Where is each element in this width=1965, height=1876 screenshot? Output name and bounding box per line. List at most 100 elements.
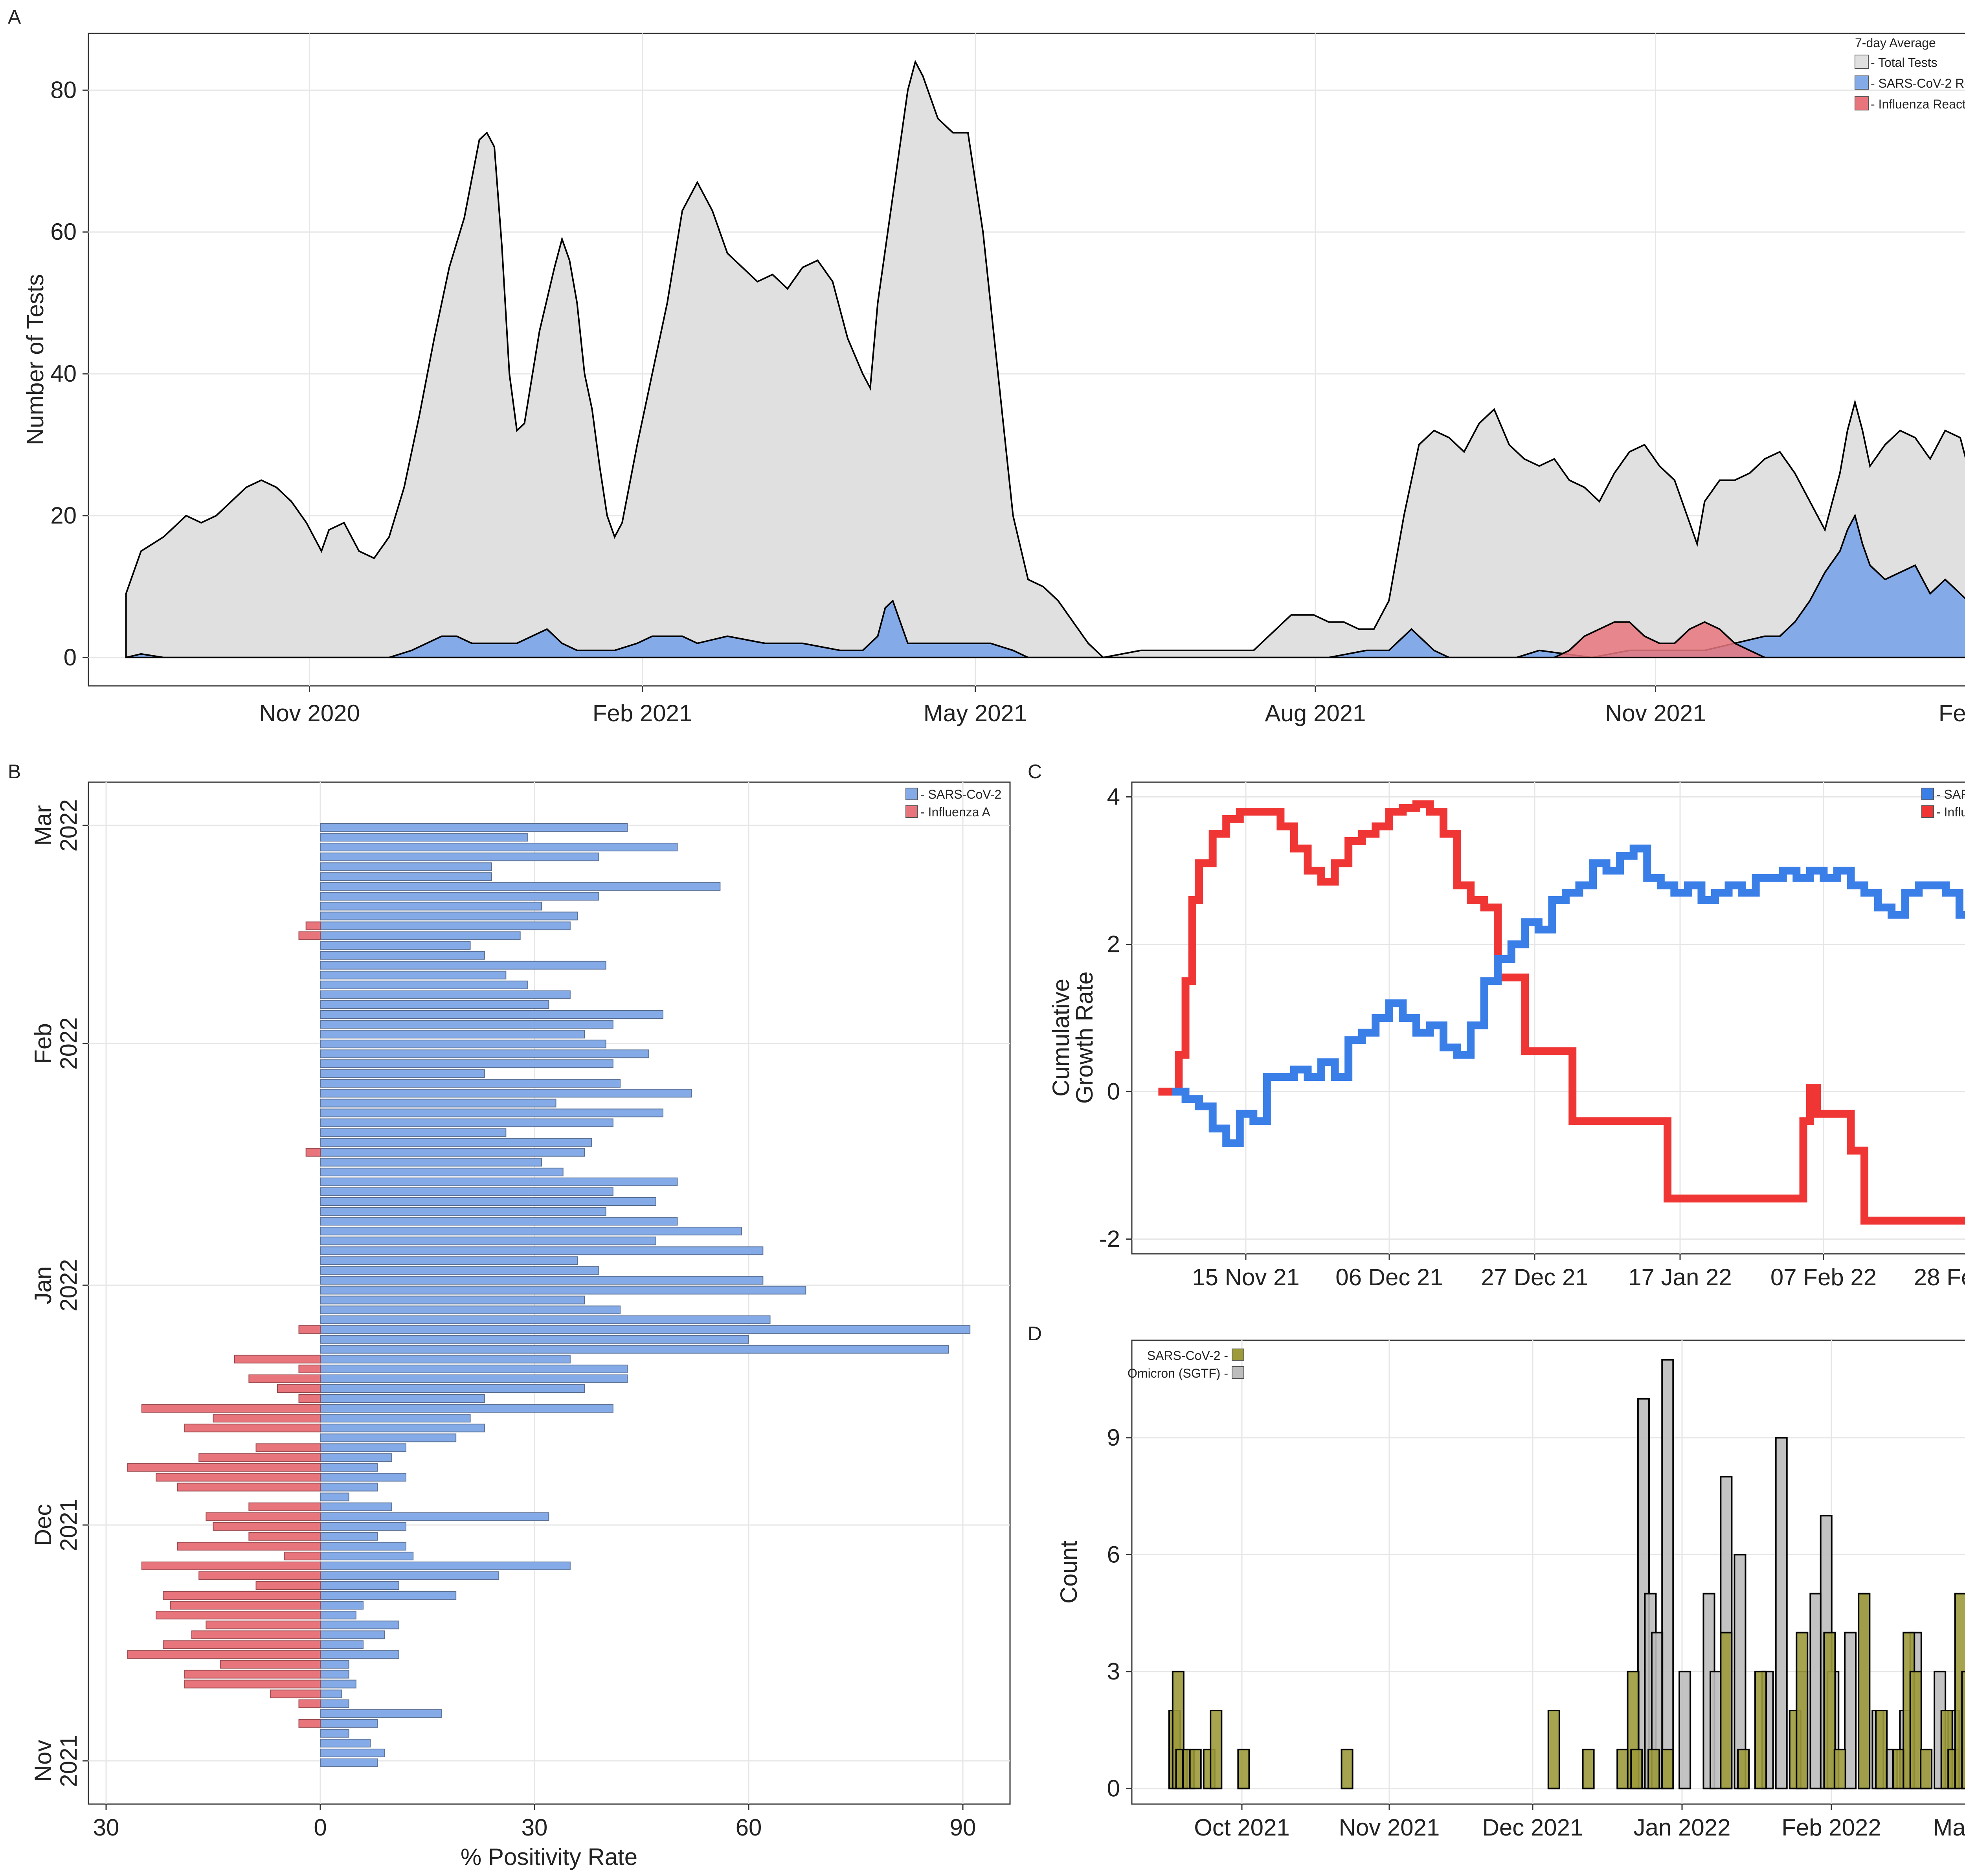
tick-label-y: 6 — [1107, 1541, 1120, 1567]
sars-positivity-bar — [320, 1167, 564, 1176]
flu-positivity-bar — [298, 1719, 321, 1728]
sars-positivity-bar — [320, 1384, 585, 1393]
panel-label-a: A — [8, 6, 21, 28]
sars-positivity-bar — [320, 1621, 399, 1630]
sars-positivity-bar — [320, 1660, 349, 1669]
omicron-count-bar — [1775, 1437, 1788, 1790]
sars-positivity-bar — [320, 1719, 378, 1728]
sars-positivity-bar — [320, 1561, 571, 1570]
flu-positivity-bar — [163, 1591, 321, 1600]
panel-c-ticks: 4 2 0 -2 15 Nov 21 06 Dec 21 27 Dec 21 17 Jan 2… — [1099, 784, 1965, 1291]
sars-positivity-bar — [320, 1650, 399, 1659]
flu-positivity-bar — [234, 1354, 321, 1363]
panel-c-ylabel-line2: Growth Rate — [1071, 972, 1098, 1104]
sars-positivity-bar — [320, 1237, 656, 1246]
sars-positivity-bar — [320, 1286, 806, 1295]
flu-positivity-bar — [213, 1414, 321, 1423]
panel-b-bars — [127, 823, 971, 1767]
sars-count-bar — [1754, 1670, 1767, 1790]
sars-positivity-bar — [320, 1679, 356, 1689]
panel-a-ticks: 0 20 40 60 80 Nov 2020 Feb 2021 May 2021 Aug 202… — [50, 77, 1965, 726]
sars-count-bar — [1720, 1632, 1733, 1790]
panel-d-legend: SARS-CoV-2 - Omicron (SGTF) - — [1128, 1349, 1244, 1380]
flu-positivity-bar — [198, 1453, 321, 1462]
tick-label-x: Nov 2021 — [1605, 700, 1706, 726]
influenza-reactive-area — [126, 621, 1965, 658]
sars-positivity-bar — [320, 1256, 578, 1265]
sars-positivity-bar — [320, 853, 599, 862]
sars-positivity-bar — [320, 1295, 585, 1305]
total-tests-area — [125, 59, 1965, 658]
sars-positivity-bar — [320, 970, 507, 979]
tick-label-y-month: Dec — [30, 1504, 56, 1546]
tick-label-y-year: 2022 — [55, 1259, 82, 1311]
sars-positivity-bar — [320, 1049, 649, 1058]
sars-positivity-bar — [320, 961, 606, 970]
sars-positivity-bar — [320, 1246, 764, 1255]
panel-c-frame — [1131, 781, 1965, 1255]
tick-label-y: 0 — [1107, 1775, 1120, 1801]
sars-positivity-bar — [320, 1227, 742, 1236]
flu-positivity-bar — [298, 1394, 321, 1403]
sars-positivity-bar — [320, 1522, 406, 1531]
tick-label-x: 28 Feb 22 — [1914, 1264, 1965, 1290]
panel-c-legend: - SARS-CoV-2 - Influenza A — [1921, 787, 1965, 819]
sars-count-bar — [1582, 1749, 1595, 1790]
sars-positivity-bar — [320, 1443, 406, 1452]
panel-d-bars — [1168, 1359, 1965, 1790]
sars-positivity-bar — [320, 1335, 749, 1344]
tick-label-y: 0 — [64, 644, 77, 671]
sars-positivity-bar — [320, 1177, 678, 1186]
sars-count-bar — [1616, 1749, 1629, 1790]
sars-positivity-bar — [320, 990, 571, 999]
sars-positivity-bar — [320, 1010, 663, 1019]
tick-label-y: 4 — [1107, 784, 1120, 810]
flu-positivity-bar — [127, 1463, 321, 1472]
flu-positivity-bar — [156, 1473, 321, 1482]
tick-label-x: 30 — [522, 1814, 548, 1841]
tick-label-x: Nov 2021 — [1339, 1814, 1440, 1841]
sars-positivity-bar — [320, 1000, 549, 1009]
sars-count-bar — [1796, 1632, 1809, 1790]
sars-positivity-bar — [320, 1463, 378, 1472]
panel-a-tests-area-chart: 0 20 40 60 80 Nov 2020 Feb 2021 May 2021 Aug 202… — [22, 33, 1965, 726]
tick-label-y: 0 — [1107, 1079, 1120, 1105]
sars-positivity-bar — [320, 862, 492, 871]
sars-positivity-bar — [320, 843, 678, 852]
flu-positivity-bar — [191, 1630, 321, 1639]
legend-swatch-b-flu — [905, 805, 918, 818]
omicron-count-bar — [1710, 1670, 1723, 1790]
sars-positivity-bar — [320, 1611, 356, 1620]
sars-positivity-bar — [320, 1118, 613, 1127]
panel-b-ticks: 30 0 30 60 90Nov2021Dec2021Jan2022Feb2022Mar… — [30, 799, 976, 1841]
sars-positivity-bar — [320, 1601, 364, 1610]
legend-swatch-total — [1855, 55, 1869, 69]
omicron-count-bar — [1809, 1593, 1822, 1790]
sars-positivity-bar — [320, 1148, 585, 1157]
sars-positivity-bar — [320, 1670, 349, 1679]
flu-positivity-bar — [270, 1689, 321, 1698]
sars-positivity-bar — [320, 1453, 392, 1462]
panel-label-c: C — [1028, 761, 1042, 783]
tick-label-y: -2 — [1099, 1226, 1120, 1252]
panel-b-legend: - SARS-CoV-2 - Influenza A — [905, 787, 1001, 819]
sars-count-bar — [1892, 1749, 1905, 1790]
tick-label-y: 9 — [1107, 1424, 1120, 1451]
influenza-growth-line — [1158, 800, 1965, 1225]
flu-positivity-bar — [198, 1571, 321, 1580]
sars-positivity-bar — [320, 1197, 656, 1206]
flu-positivity-bar — [163, 1640, 321, 1649]
tick-label-y-year: 2021 — [55, 1499, 82, 1551]
sars-positivity-bar — [320, 1187, 613, 1196]
sars-positivity-bar — [320, 892, 599, 901]
sars-count-bar — [1237, 1749, 1250, 1790]
sars-count-bar — [1823, 1632, 1836, 1790]
sars-positivity-bar — [320, 1492, 349, 1501]
sars-positivity-bar — [320, 911, 578, 921]
sars-positivity-bar — [320, 823, 628, 832]
sars-positivity-bar — [320, 941, 471, 950]
tick-label-x: Jan 2022 — [1634, 1814, 1731, 1841]
panel-label-b: B — [8, 761, 21, 783]
sars-positivity-bar — [320, 1364, 628, 1373]
sars-positivity-bar — [320, 1374, 628, 1383]
